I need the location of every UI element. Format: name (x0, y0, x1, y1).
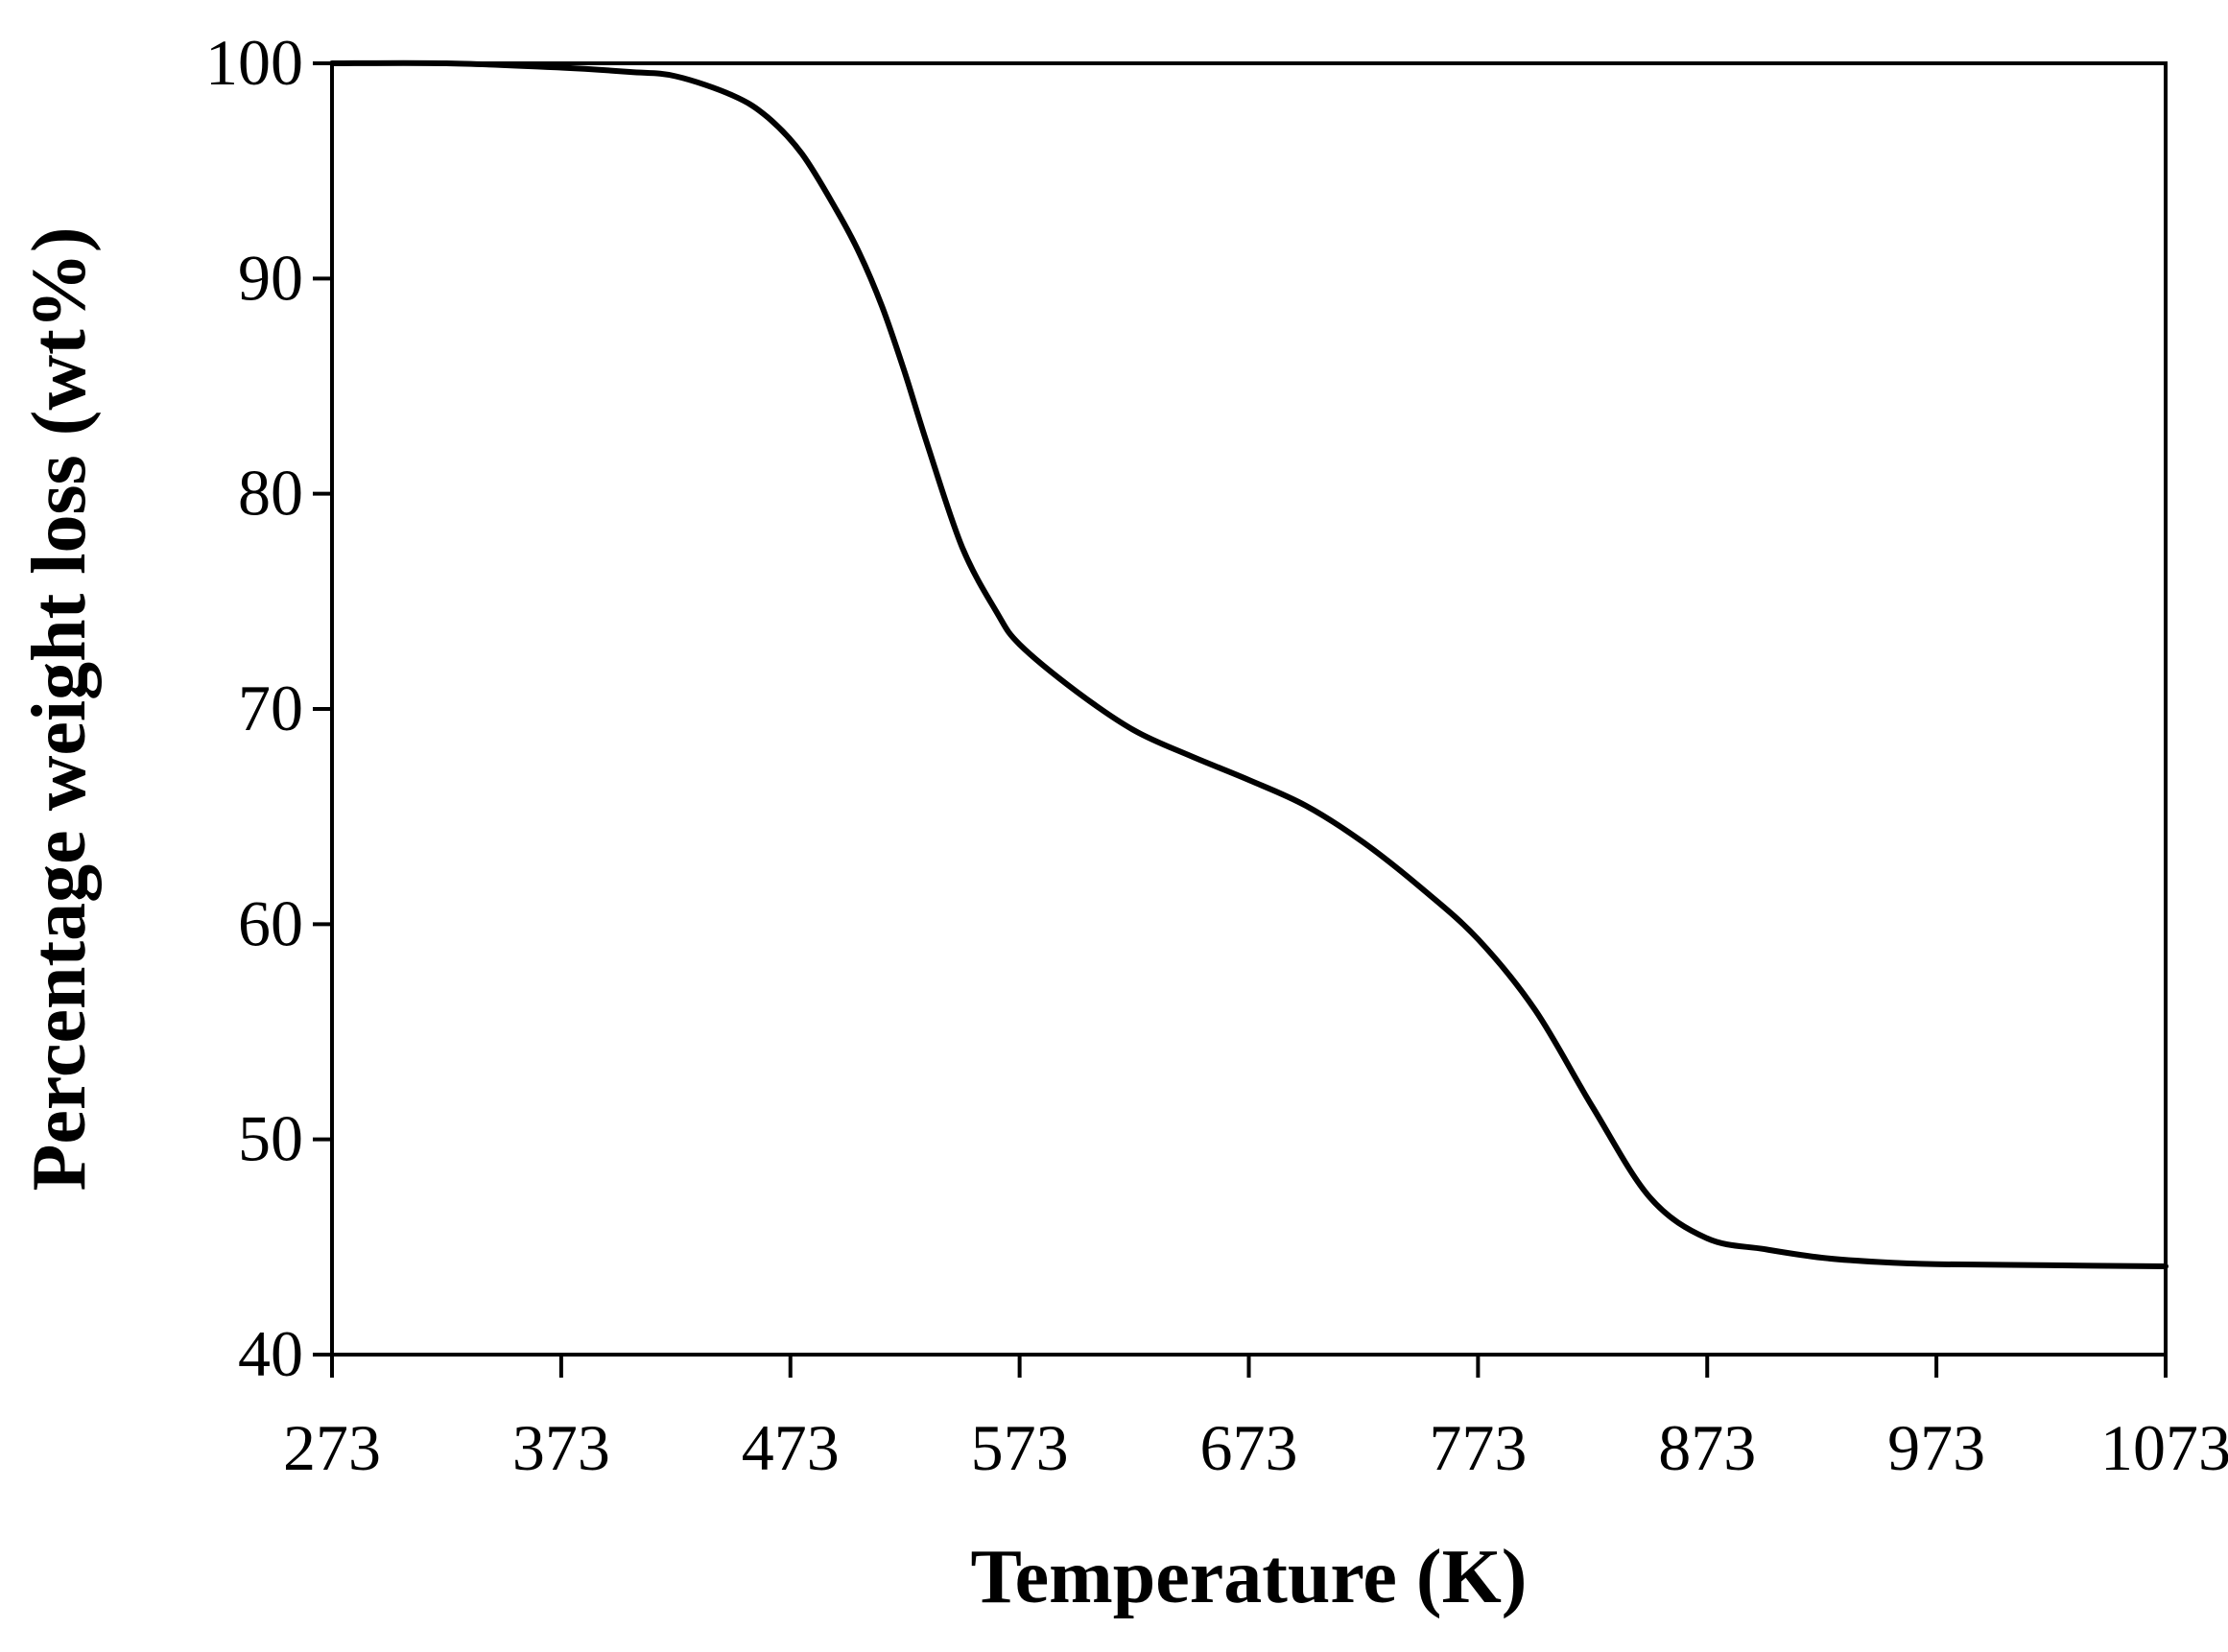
plot-area-frame (330, 61, 2168, 1357)
y-tick-label: 60 (238, 886, 303, 959)
x-tick-label: 473 (742, 1411, 840, 1484)
y-axis-title: Percentage weight loss (wt%) (17, 227, 102, 1192)
y-tick-label: 100 (205, 26, 303, 99)
y-tick-label: 80 (238, 457, 303, 530)
x-tick-label: 773 (1429, 1411, 1527, 1484)
x-axis-title: Temperature (K) (971, 1535, 1528, 1619)
x-tick-label: 973 (1887, 1411, 1985, 1484)
y-tick-label: 90 (238, 241, 303, 314)
x-tick-label: 373 (512, 1411, 610, 1484)
y-tick-label: 50 (238, 1102, 303, 1175)
x-tick-label: 673 (1200, 1411, 1298, 1484)
series-line (329, 59, 2169, 1269)
x-tick-label: 873 (1658, 1411, 1756, 1484)
y-axis-ticks: 40 50 60 70 80 90 100 (205, 26, 332, 1390)
y-tick-label: 70 (238, 672, 303, 744)
x-tick-label: 273 (283, 1411, 381, 1484)
x-tick-label: 573 (971, 1411, 1069, 1484)
x-axis-ticks: 273 373 473 573 673 773 873 973 1073 (283, 1355, 2228, 1484)
x-tick-label: 1073 (2100, 1411, 2228, 1484)
y-tick-label: 40 (238, 1317, 303, 1390)
